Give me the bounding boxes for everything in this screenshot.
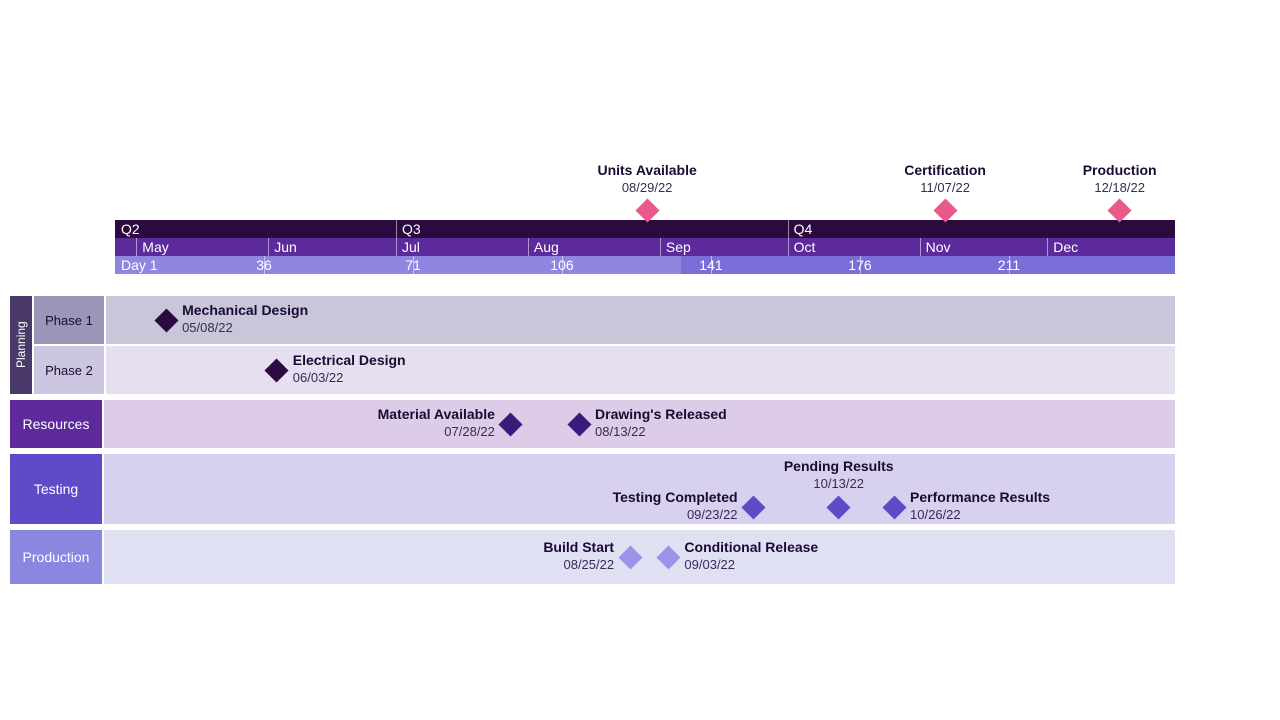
top-milestone-diamond-icon — [1108, 198, 1132, 222]
day-tick-label: 36 — [234, 256, 294, 274]
month-label: Oct — [794, 238, 816, 256]
top-milestone-diamond-icon — [933, 198, 957, 222]
day-tick-label: 211 — [979, 256, 1039, 274]
phase-label: Phase 1 — [34, 296, 104, 344]
milestone-title: Build Start — [394, 539, 614, 555]
section-label: Planning — [10, 296, 32, 394]
top-milestone-date: 08/29/22 — [527, 180, 767, 195]
month-label: Sep — [666, 238, 691, 256]
day-tick-label: 71 — [383, 256, 443, 274]
timeline-chart: Q2 Q3 Q4 May Jun Jul Aug Sep Oct Nov Dec Day 1 36 71 1… — [0, 0, 1280, 720]
month-label: Aug — [534, 238, 559, 256]
divider — [920, 238, 921, 256]
day-tick-label: Day 1 — [121, 256, 158, 274]
top-milestone-diamond-icon — [635, 198, 659, 222]
milestone-date: 08/25/22 — [394, 557, 614, 572]
top-milestone-title: Production — [1000, 162, 1240, 178]
month-label: Nov — [926, 238, 951, 256]
milestone-date: 06/03/22 — [293, 370, 344, 385]
quarter-label: Q3 — [402, 220, 421, 238]
milestone-title: Pending Results — [719, 458, 959, 474]
section-label: Testing — [10, 454, 102, 524]
milestone-date: 09/03/22 — [684, 557, 735, 572]
divider — [396, 220, 397, 238]
divider — [268, 238, 269, 256]
day-tick-label: 141 — [681, 256, 741, 274]
divider — [136, 238, 137, 256]
quarter-label: Q4 — [794, 220, 813, 238]
top-milestone-date: 12/18/22 — [1000, 180, 1240, 195]
divider — [1047, 238, 1048, 256]
phase-label: Phase 2 — [34, 346, 104, 394]
milestone-date: 08/13/22 — [595, 424, 646, 439]
day-tick-label: 176 — [830, 256, 890, 274]
milestone-title: Performance Results — [910, 489, 1050, 505]
section-label: Resources — [10, 400, 102, 448]
timeline-quarter-band — [115, 220, 1175, 238]
milestone-title: Conditional Release — [684, 539, 818, 555]
month-label: Jul — [402, 238, 420, 256]
milestone-title: Mechanical Design — [182, 302, 308, 318]
divider — [788, 238, 789, 256]
milestone-title: Electrical Design — [293, 352, 406, 368]
divider — [660, 238, 661, 256]
top-milestone-title: Units Available — [527, 162, 767, 178]
month-label: Jun — [274, 238, 297, 256]
milestone-title: Drawing's Released — [595, 406, 727, 422]
month-label: May — [142, 238, 168, 256]
milestone-date: 05/08/22 — [182, 320, 233, 335]
milestone-date: 07/28/22 — [275, 424, 495, 439]
milestone-title: Material Available — [275, 406, 495, 422]
milestone-title: Testing Completed — [518, 489, 738, 505]
divider — [396, 238, 397, 256]
quarter-label: Q2 — [121, 220, 140, 238]
month-label: Dec — [1053, 238, 1078, 256]
divider — [788, 220, 789, 238]
milestone-date: 09/23/22 — [518, 507, 738, 522]
day-tick-label: 106 — [532, 256, 592, 274]
divider — [528, 238, 529, 256]
milestone-date: 10/26/22 — [910, 507, 961, 522]
section-label: Production — [10, 530, 102, 584]
